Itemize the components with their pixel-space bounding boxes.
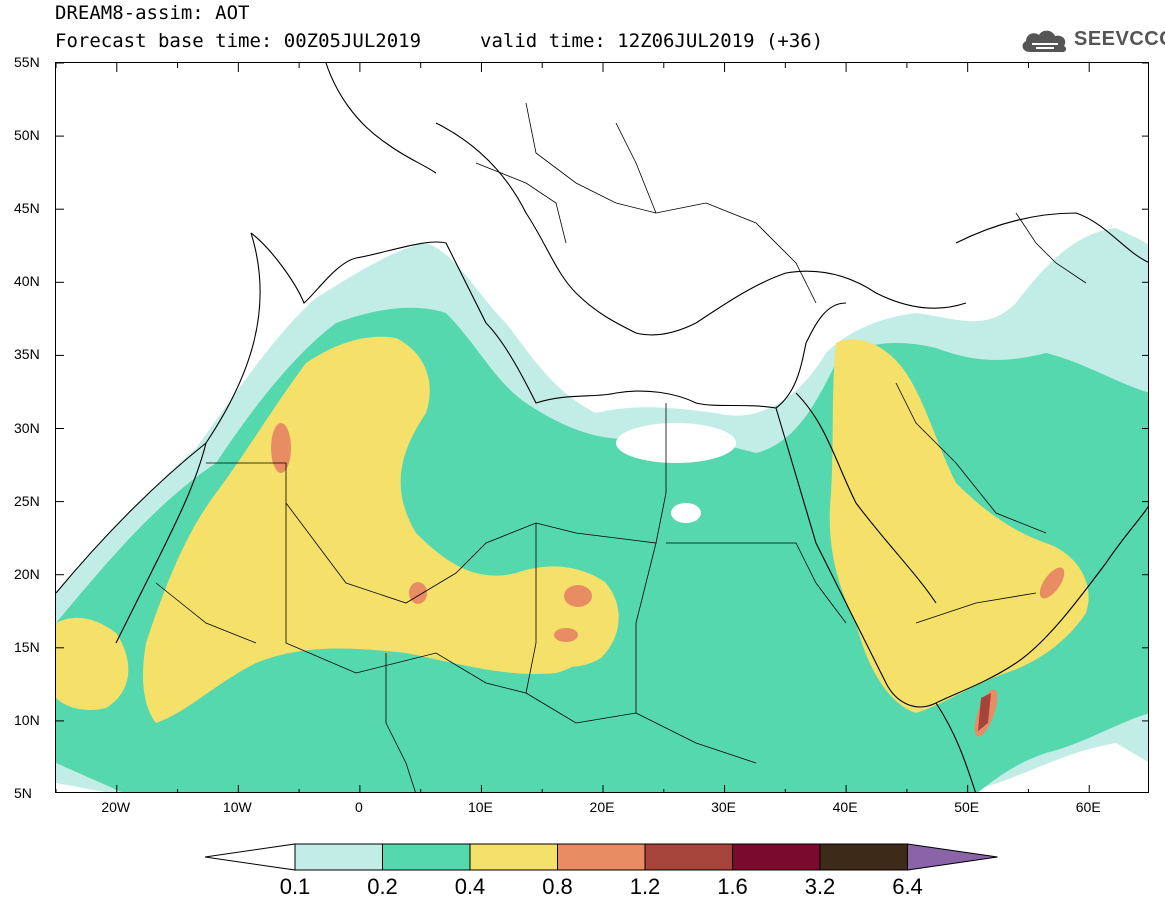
colorbar-label: 0.1 <box>279 874 311 899</box>
forecast-base-time: Forecast base time: 00Z05JUL2019 <box>55 30 422 52</box>
aot-band-0.8-spot <box>554 628 578 642</box>
lat-label: 10N <box>14 711 40 728</box>
colorbar-label: 0.8 <box>542 874 573 899</box>
logo-text: SEEVCCC <box>1074 28 1165 50</box>
colorbar-cell <box>469 843 558 871</box>
colorbar-cell <box>819 843 908 871</box>
lat-label: 5N <box>14 785 32 801</box>
aot-band-0.8-spot <box>564 585 592 607</box>
colorbar-cell <box>907 843 998 871</box>
aot-band-0.4-central <box>519 567 619 667</box>
colorbar-label: 6.4 <box>892 874 923 899</box>
lat-label: 35N <box>14 346 40 363</box>
colorbar-cell <box>557 843 646 871</box>
cloud-icon <box>1022 30 1067 53</box>
colorbar-label: 0.2 <box>367 874 398 899</box>
aot-colorbar <box>205 843 998 871</box>
colorbar-cell <box>382 843 471 871</box>
lon-label: 60E <box>1075 799 1101 815</box>
lon-label: 30E <box>711 799 736 815</box>
lon-label: 0 <box>354 799 363 815</box>
aot-band-0.8-spot <box>1039 567 1065 599</box>
lon-label: 50E <box>954 799 980 815</box>
aot-band-0.8-spot <box>409 582 427 604</box>
lat-label: 50N <box>14 127 40 144</box>
aot-band-0.4-west <box>143 336 609 723</box>
aot-map <box>55 62 1149 793</box>
lon-label: 10E <box>467 799 493 815</box>
colorbar-label: 1.6 <box>717 874 748 899</box>
colorbar-cell <box>294 843 383 871</box>
aot-clear-area <box>616 423 736 463</box>
seevccc-logo: SEEVCCC <box>1018 26 1165 56</box>
aot-band-0.4-sahel <box>56 617 129 710</box>
colorbar-label: 1.2 <box>629 874 661 899</box>
lat-label: 30N <box>14 419 40 436</box>
aot-clear-area <box>671 503 701 523</box>
aot-band-1.2-spot <box>978 693 991 731</box>
aot-field <box>56 63 1148 792</box>
lat-label: 15N <box>14 638 40 655</box>
lon-label: 10W <box>222 799 252 815</box>
lat-label: 55N <box>14 54 40 70</box>
coastlines <box>56 63 1148 792</box>
lat-label: 45N <box>14 200 40 217</box>
lat-label: 40N <box>14 273 40 290</box>
lat-label: 25N <box>14 492 40 509</box>
colorbar-cell <box>644 843 733 871</box>
colorbar-label: 3.2 <box>804 874 836 899</box>
lon-label: 20E <box>589 799 615 815</box>
colorbar-label: 0.4 <box>454 874 486 899</box>
aot-band-0.4-arabia <box>829 339 1089 713</box>
aot-band-0.8-spot <box>271 423 291 473</box>
map-title: DREAM8-assim: AOT <box>55 2 250 24</box>
lon-label: 40E <box>832 799 858 815</box>
axis-ticks <box>56 63 1148 792</box>
lon-label: 20W <box>101 799 131 815</box>
colorbar-cell <box>205 843 296 871</box>
colorbar-cell <box>732 843 821 871</box>
lat-label: 20N <box>14 565 40 582</box>
valid-time: valid time: 12Z06JUL2019 (+36) <box>480 30 824 52</box>
country-borders <box>155 102 1087 792</box>
